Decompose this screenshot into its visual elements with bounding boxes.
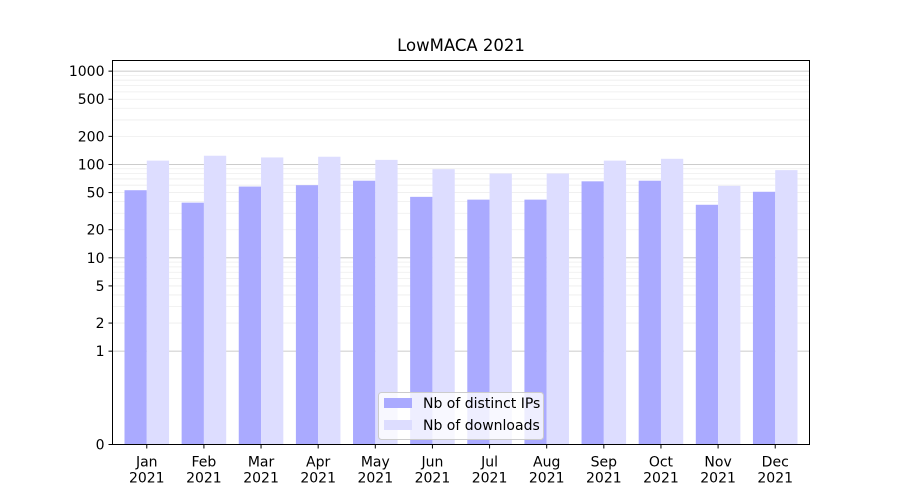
bar-downloads xyxy=(489,173,512,445)
x-tick-label-month: Nov xyxy=(704,455,731,471)
x-tick-label-month: Apr xyxy=(306,455,330,471)
bar-downloads xyxy=(718,185,741,445)
y-tick-label: 10 xyxy=(87,251,105,267)
x-tick-label-month: May xyxy=(361,455,390,471)
x-tick-label-year: 2021 xyxy=(186,471,222,487)
legend: Nb of distinct IPs Nb of downloads xyxy=(378,392,544,440)
bar-ips xyxy=(353,180,376,445)
legend-label-ips: Nb of distinct IPs xyxy=(423,396,540,412)
x-tick-label-month: Jan xyxy=(135,455,158,471)
x-tick-label-year: 2021 xyxy=(586,471,622,487)
bar-downloads xyxy=(261,157,284,445)
bar-downloads xyxy=(375,159,398,445)
x-tick-label-month: Jun xyxy=(420,455,443,471)
bar-ips xyxy=(752,191,776,445)
y-tick-label: 1000 xyxy=(69,64,105,80)
y-tick-label: 200 xyxy=(78,129,105,145)
bar-downloads xyxy=(660,158,684,445)
bar-ips xyxy=(638,180,661,445)
bar-downloads xyxy=(546,173,569,445)
bar-ips xyxy=(295,185,319,445)
x-tick-label-year: 2021 xyxy=(757,471,793,487)
x-tick-label-year: 2021 xyxy=(415,471,451,487)
plot-frame xyxy=(112,60,810,445)
x-tick-label-year: 2021 xyxy=(700,471,736,487)
x-tick-label-year: 2021 xyxy=(300,471,336,487)
x-tick-label-month: Feb xyxy=(192,455,217,471)
chart-title: LowMACA 2021 xyxy=(397,36,525,55)
bar-ips xyxy=(410,196,433,445)
bar-downloads xyxy=(146,160,170,445)
y-tick-label: 0 xyxy=(96,438,105,454)
bar-ips xyxy=(238,186,262,445)
y-tick-label: 5 xyxy=(96,279,105,295)
y-tick-label: 50 xyxy=(87,186,105,202)
legend-swatch-downloads xyxy=(384,420,412,430)
x-tick-label-year: 2021 xyxy=(129,471,165,487)
bar-ips xyxy=(695,204,719,445)
x-tick-label-month: Jul xyxy=(480,455,498,471)
x-tick-label-year: 2021 xyxy=(357,471,393,487)
bar-downloads xyxy=(603,160,627,445)
x-axis: Jan2021Feb2021Mar2021Apr2021May2021Jun20… xyxy=(129,444,793,487)
x-tick-label-month: Oct xyxy=(649,455,674,471)
bar-ips xyxy=(124,190,147,445)
legend-swatch-ips xyxy=(384,398,412,408)
x-tick-label-month: Sep xyxy=(591,455,618,471)
legend-box xyxy=(378,392,544,440)
bar-downloads xyxy=(775,170,798,445)
grid xyxy=(112,70,810,352)
y-axis: 0 1 2 5 10 20 50 100 200 500 1000 xyxy=(69,64,113,454)
y-tick-label: 500 xyxy=(78,92,105,108)
bar-ips xyxy=(524,199,547,445)
y-tick-label: 2 xyxy=(96,316,105,332)
bar-downloads xyxy=(432,169,455,445)
y-tick-label: 20 xyxy=(87,223,105,239)
x-tick-label-year: 2021 xyxy=(643,471,679,487)
y-tick-label: 100 xyxy=(78,157,105,173)
x-tick-label-year: 2021 xyxy=(529,471,565,487)
x-tick-label-month: Dec xyxy=(762,455,789,471)
legend-label-downloads: Nb of downloads xyxy=(423,418,540,434)
bar-downloads xyxy=(203,155,227,445)
bar-ips xyxy=(181,202,204,445)
x-tick-label-month: Mar xyxy=(248,455,275,471)
bar-ips xyxy=(467,199,490,445)
y-tick-label: 1 xyxy=(96,344,105,360)
bars xyxy=(124,155,798,445)
x-tick-label-month: Aug xyxy=(533,455,560,471)
bar-ips xyxy=(581,181,604,445)
x-tick-label-year: 2021 xyxy=(243,471,279,487)
x-tick-label-year: 2021 xyxy=(472,471,508,487)
bar-downloads xyxy=(318,156,341,445)
